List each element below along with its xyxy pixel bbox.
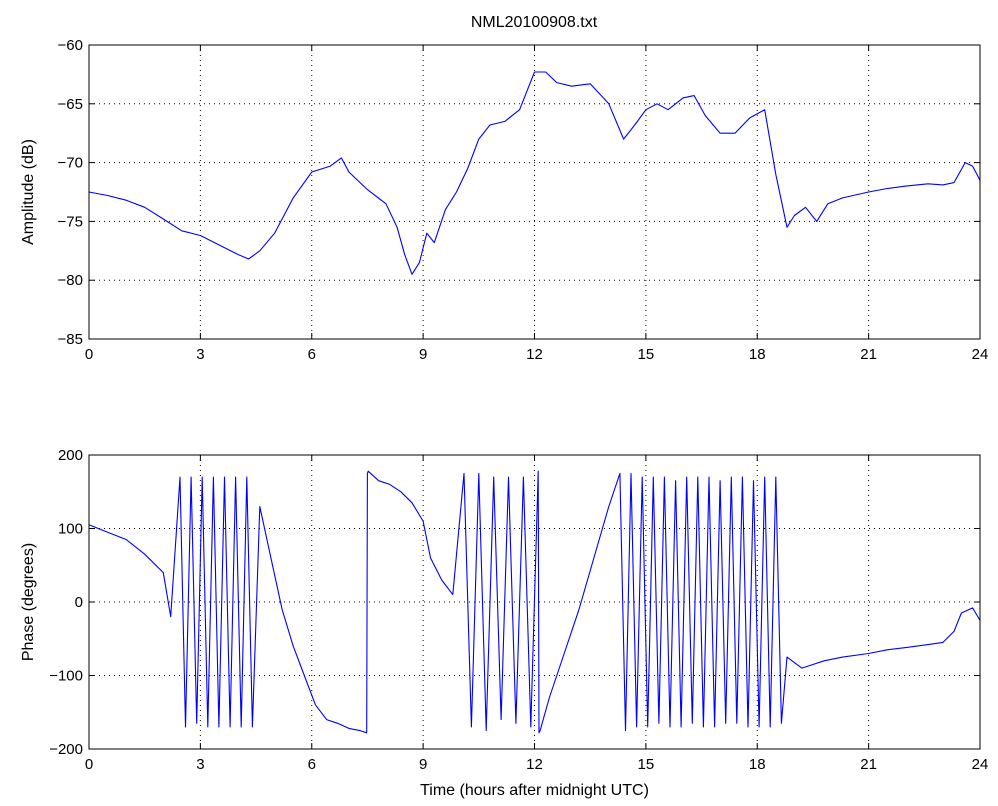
phase-x-tick-label: 15 [638,756,655,773]
chart-title: NML20100908.txt [471,14,598,31]
amplitude-x-tick-label: 3 [196,346,204,363]
phase-x-tick-label: 21 [860,756,877,773]
phase-y-tick-label: 100 [58,521,83,538]
phase-x-tick-label: 6 [308,756,316,773]
phase-series-line [88,470,981,734]
phase-x-axis-label: Time (hours after midnight UTC) [420,782,649,799]
phase-y-tick-label: 0 [75,594,83,611]
phase-y-axis-label: Phase (degrees) [20,543,37,661]
amplitude-axes: 0 3 6 9 12 15 18 21 24 −85 −80 −75 −70 −65 −60 Amplitud… [20,37,988,363]
amplitude-y-tick-label: −80 [58,272,83,289]
amplitude-x-tick-label: 9 [419,346,427,363]
amplitude-y-tick-label: −85 [58,331,83,348]
phase-axes: 0 3 6 9 12 15 18 21 24 −200 −100 0 100 200 Phase (degr… [20,447,988,799]
phase-x-tick-label: 3 [196,756,204,773]
phase-x-tick-label: 0 [85,756,93,773]
amplitude-x-tick-label: 0 [85,346,93,363]
amplitude-series-line [88,71,981,275]
amplitude-x-tick-label: 6 [308,346,316,363]
amplitude-x-tick-label: 24 [972,346,989,363]
phase-y-tick-label: −200 [49,741,83,758]
amplitude-y-axis-label: Amplitude (dB) [20,139,37,245]
amplitude-x-tick-label: 21 [860,346,877,363]
amplitude-y-tick-label: −65 [58,96,83,113]
amplitude-y-tick-label: −70 [58,155,83,172]
phase-y-tick-label: 200 [58,447,83,464]
phase-x-tick-label: 18 [749,756,766,773]
amplitude-y-tick-label: −75 [58,213,83,230]
amplitude-x-tick-label: 12 [526,346,543,363]
amplitude-plot-area [89,45,980,339]
phase-x-tick-label: 24 [972,756,989,773]
phase-x-tick-label: 9 [419,756,427,773]
phase-x-tick-label: 12 [526,756,543,773]
amplitude-x-tick-label: 18 [749,346,766,363]
phase-y-tick-label: −100 [49,668,83,685]
amplitude-y-tick-label: −60 [58,37,83,54]
amplitude-x-tick-label: 15 [638,346,655,363]
